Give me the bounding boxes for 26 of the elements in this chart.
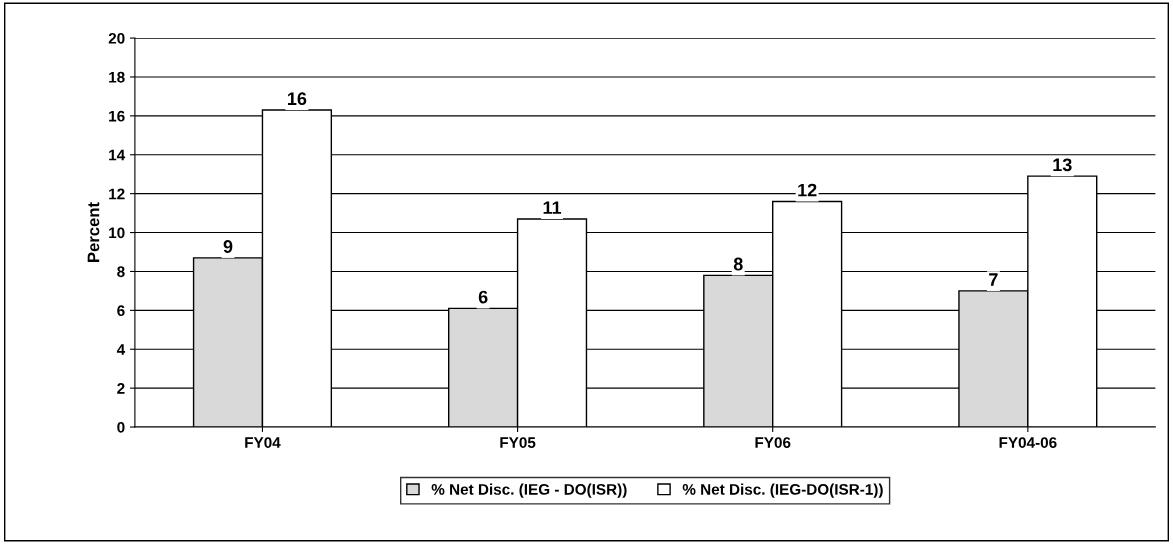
legend-label: % Net Disc. (IEG - DO(ISR)) [431,483,627,498]
x-tick-label: FY04-06 [999,437,1057,448]
data-label: 6 [478,290,488,304]
y-tick-label: 20 [108,32,125,44]
y-tick-label: 6 [117,305,125,317]
y-tick-label: 18 [109,71,125,83]
data-label: 12 [798,183,817,197]
y-tick-label: 2 [117,383,125,394]
y-tick-label: 8 [117,266,125,278]
data-label: 11 [543,201,562,214]
y-tick-label: 12 [109,188,125,200]
y-tick-label: 10 [109,227,125,239]
y-tick-label: 14 [109,149,126,161]
data-label: 16 [288,92,307,106]
y-tick-label: 16 [109,110,125,122]
y-tick-label: 0 [117,421,125,433]
data-label: 7 [989,273,998,286]
data-label: 13 [1053,158,1072,172]
x-tick-label: FY04 [245,437,281,448]
y-axis-title: Percent [87,202,100,263]
x-tick-label: FY05 [500,437,536,448]
y-tick-label: 4 [116,344,126,355]
x-tick-label: FY06 [755,437,791,448]
legend-label: % Net Disc. (IEG-DO(ISR-1)) [682,483,883,498]
data-label: 9 [223,240,233,253]
data-label: 8 [733,257,743,271]
